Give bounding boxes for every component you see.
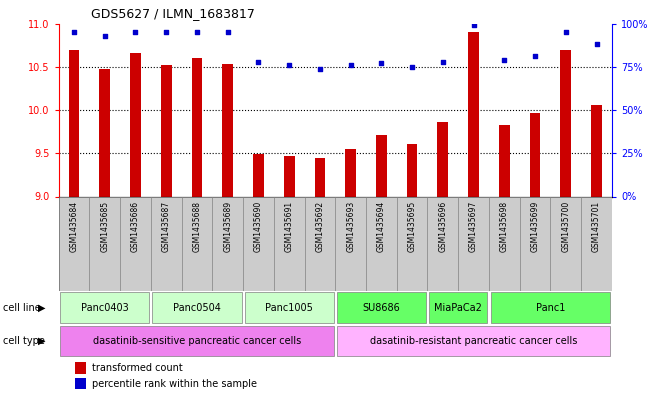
Text: Panc0504: Panc0504 xyxy=(173,303,221,312)
Bar xyxy=(499,125,510,196)
Text: Panc1: Panc1 xyxy=(536,303,565,312)
Text: cell type: cell type xyxy=(3,336,45,346)
Text: GSM1435695: GSM1435695 xyxy=(408,201,417,252)
Text: dasatinib-resistant pancreatic cancer cells: dasatinib-resistant pancreatic cancer ce… xyxy=(370,336,577,346)
Text: GSM1435685: GSM1435685 xyxy=(100,201,109,252)
Text: Panc0403: Panc0403 xyxy=(81,303,129,312)
Point xyxy=(284,62,294,68)
Bar xyxy=(314,158,326,196)
Text: ▶: ▶ xyxy=(38,303,46,312)
Text: Panc1005: Panc1005 xyxy=(265,303,313,312)
Bar xyxy=(182,196,212,291)
Bar xyxy=(191,58,202,196)
Point xyxy=(130,29,141,35)
Bar xyxy=(581,196,612,291)
Bar xyxy=(519,196,551,291)
Bar xyxy=(489,196,519,291)
Bar xyxy=(76,362,86,373)
Point xyxy=(376,60,387,66)
Text: MiaPaCa2: MiaPaCa2 xyxy=(434,303,482,312)
Bar xyxy=(152,292,242,323)
Bar xyxy=(60,326,334,356)
Bar xyxy=(551,196,581,291)
Bar xyxy=(59,196,89,291)
Text: GSM1435697: GSM1435697 xyxy=(469,201,478,252)
Bar xyxy=(468,32,479,196)
Point xyxy=(314,65,325,72)
Bar xyxy=(60,292,149,323)
Text: GSM1435687: GSM1435687 xyxy=(161,201,171,252)
Text: GSM1435693: GSM1435693 xyxy=(346,201,355,252)
Bar xyxy=(429,292,488,323)
Text: GDS5627 / ILMN_1683817: GDS5627 / ILMN_1683817 xyxy=(91,7,255,20)
Text: GSM1435694: GSM1435694 xyxy=(377,201,386,252)
Text: GSM1435691: GSM1435691 xyxy=(284,201,294,252)
Text: percentile rank within the sample: percentile rank within the sample xyxy=(92,379,256,389)
Bar xyxy=(561,50,571,196)
Point xyxy=(100,33,110,39)
Bar xyxy=(337,292,426,323)
Text: GSM1435701: GSM1435701 xyxy=(592,201,601,252)
Bar xyxy=(458,196,489,291)
Bar xyxy=(274,196,305,291)
Text: GSM1435690: GSM1435690 xyxy=(254,201,263,252)
Point xyxy=(223,29,233,35)
Bar xyxy=(337,326,611,356)
Bar xyxy=(89,196,120,291)
Bar xyxy=(376,135,387,196)
Bar xyxy=(284,156,294,196)
Text: transformed count: transformed count xyxy=(92,363,182,373)
Point xyxy=(161,29,171,35)
Text: GSM1435699: GSM1435699 xyxy=(531,201,540,252)
Text: GSM1435698: GSM1435698 xyxy=(500,201,509,252)
Text: ▶: ▶ xyxy=(38,336,46,346)
Point xyxy=(437,59,448,65)
Bar xyxy=(130,53,141,196)
Bar xyxy=(100,68,110,196)
Bar xyxy=(407,144,417,196)
Point xyxy=(561,29,571,35)
Bar xyxy=(530,113,540,196)
Bar xyxy=(243,196,274,291)
Bar xyxy=(151,196,182,291)
Point xyxy=(499,57,510,63)
Text: GSM1435700: GSM1435700 xyxy=(561,201,570,252)
Text: SU8686: SU8686 xyxy=(363,303,400,312)
Bar xyxy=(591,105,602,196)
Point xyxy=(346,62,356,68)
Text: GSM1435696: GSM1435696 xyxy=(438,201,447,252)
Bar xyxy=(245,292,334,323)
Bar xyxy=(120,196,151,291)
Point xyxy=(591,41,602,48)
Text: cell line: cell line xyxy=(3,303,41,312)
Point xyxy=(468,22,478,28)
Text: GSM1435684: GSM1435684 xyxy=(70,201,79,252)
Bar xyxy=(253,154,264,196)
Bar xyxy=(222,64,233,196)
Text: dasatinib-sensitive pancreatic cancer cells: dasatinib-sensitive pancreatic cancer ce… xyxy=(93,336,301,346)
Point xyxy=(253,59,264,65)
Text: GSM1435686: GSM1435686 xyxy=(131,201,140,252)
Bar xyxy=(366,196,396,291)
Point xyxy=(407,64,417,70)
Bar xyxy=(428,196,458,291)
Bar xyxy=(345,149,356,196)
Point xyxy=(530,53,540,60)
Bar xyxy=(76,378,86,389)
Point xyxy=(69,29,79,35)
Point xyxy=(191,29,202,35)
Bar xyxy=(335,196,366,291)
Bar xyxy=(212,196,243,291)
Bar xyxy=(490,292,611,323)
Text: GSM1435688: GSM1435688 xyxy=(193,201,201,252)
Text: GSM1435692: GSM1435692 xyxy=(315,201,324,252)
Bar xyxy=(437,122,449,196)
Bar xyxy=(396,196,428,291)
Text: GSM1435689: GSM1435689 xyxy=(223,201,232,252)
Bar xyxy=(68,50,79,196)
Bar xyxy=(161,65,172,196)
Bar xyxy=(305,196,335,291)
